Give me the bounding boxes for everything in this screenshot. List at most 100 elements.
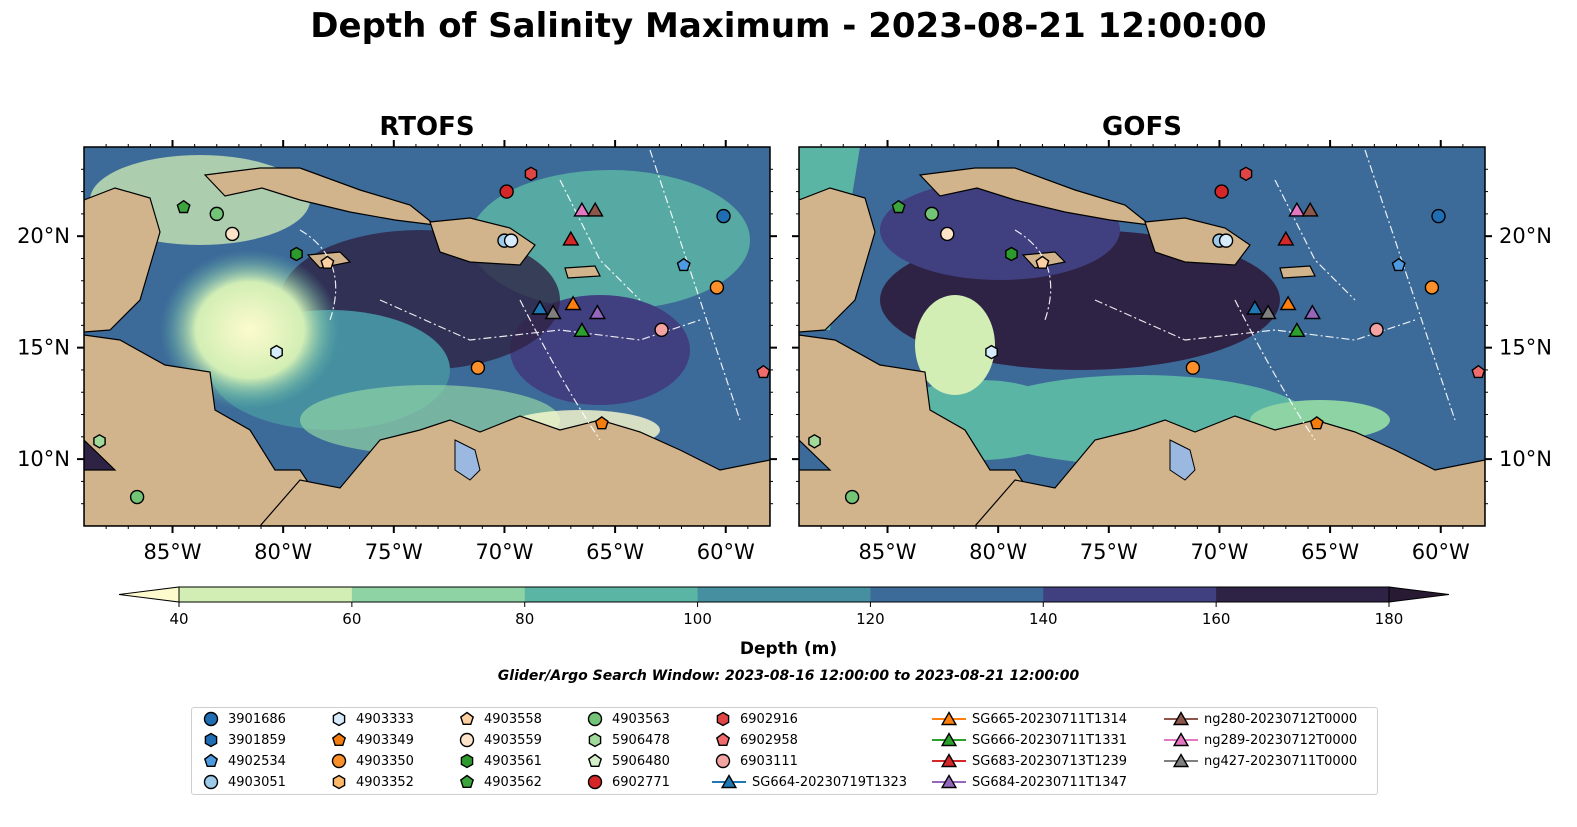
float-marker-hexagon	[290, 246, 303, 262]
legend-label: 3901859	[228, 732, 286, 748]
legend-marker-hexagon	[332, 711, 346, 727]
lon-tick-label: 75°W	[365, 540, 423, 564]
panel-title-gofs: GOFS	[1102, 112, 1182, 142]
legend-label: ng280-20230712T0000	[1204, 711, 1358, 727]
float-marker-triangle	[588, 304, 607, 320]
legend-marker-triangle	[940, 774, 958, 789]
legend-marker-triangle	[940, 732, 958, 747]
float-marker-circle	[1185, 360, 1201, 375]
legend-item: ng280-20230712T0000	[1164, 709, 1357, 729]
float-marker-triangle	[573, 322, 591, 337]
float-marker-circle	[716, 208, 731, 224]
float-marker-circle	[129, 489, 145, 505]
colorbar-tick-label: 140	[1029, 610, 1058, 628]
legend-item: 6903111	[712, 751, 798, 771]
legend-item: 4903562	[456, 772, 542, 792]
colorbar-segment	[524, 587, 699, 602]
legend-label: 6902771	[612, 774, 670, 790]
legend-marker-hexagon	[588, 732, 602, 748]
legend-item: 4903051	[200, 772, 286, 792]
legend-item: 3901686	[200, 709, 286, 729]
legend-marker-hexagon	[460, 753, 474, 769]
legend-item: 4903558	[456, 709, 542, 729]
float-marker-triangle	[1288, 322, 1306, 337]
legend-marker-triangle	[940, 753, 958, 768]
legend-item: 6902916	[712, 709, 798, 729]
legend-item: ng289-20230712T0000	[1164, 730, 1357, 750]
float-marker-pentagon	[1309, 416, 1324, 430]
float-marker-triangle	[1303, 304, 1322, 320]
legend-item: 4903333	[328, 709, 414, 729]
float-marker-hexagon	[1005, 246, 1018, 262]
float-marker-circle	[709, 280, 725, 295]
float-marker-circle	[924, 206, 939, 222]
legend-marker-circle	[331, 753, 347, 769]
float-marker-circle	[654, 322, 669, 338]
lat-tick-label: 10°N	[1499, 447, 1552, 471]
float-marker-circle	[1431, 208, 1446, 224]
colorbar-segment	[870, 587, 1044, 602]
legend-item: 4903563	[584, 709, 670, 729]
colorbar-segment	[179, 587, 353, 602]
legend-marker-circle	[587, 774, 603, 790]
legend-marker-circle	[459, 732, 475, 748]
lon-tick-label: 65°W	[586, 540, 644, 564]
panel-title-rtofs: RTOFS	[379, 112, 475, 142]
lat-tick-label: 20°N	[1499, 224, 1552, 248]
float-marker-pentagon	[891, 199, 906, 214]
colorbar-tick-label: 120	[856, 610, 885, 628]
legend-marker-pentagon	[587, 753, 603, 768]
colorbar-tick-label: 80	[515, 610, 534, 628]
lat-tick-label: 10°N	[17, 447, 70, 471]
float-marker-circle	[1214, 184, 1229, 199]
legend-marker-triangle	[1172, 711, 1190, 726]
legend-label: 4903563	[612, 711, 670, 727]
legend-label: 4903350	[356, 753, 414, 769]
legend-marker-pentagon	[459, 774, 475, 789]
float-marker-pentagon	[1471, 364, 1485, 379]
legend-marker-pentagon	[331, 732, 347, 747]
float-marker-circle	[209, 206, 224, 222]
legend-label: SG683-20230713T1239	[972, 753, 1128, 769]
colorbar-tick-label: 40	[169, 610, 188, 628]
float-marker-circle	[499, 184, 514, 199]
legend-marker-triangle	[940, 711, 958, 726]
rtofs-map	[84, 147, 770, 526]
gofs-map	[799, 147, 1485, 526]
colorbar-segment	[1043, 587, 1217, 602]
legend-label: 3901686	[228, 711, 286, 727]
legend-item: 5906480	[584, 751, 670, 771]
colorbar-tick-label: 180	[1375, 610, 1404, 628]
legend-marker-circle	[203, 774, 219, 790]
float-marker-pentagon	[676, 257, 691, 272]
float-marker-circle	[844, 489, 860, 505]
colorbar-label: Depth (m)	[739, 639, 838, 659]
legend-label: 4903559	[484, 732, 542, 748]
float-marker-pentagon	[1391, 257, 1406, 272]
lat-tick-label: 15°N	[17, 336, 70, 360]
legend-item: 6902771	[584, 772, 670, 792]
float-marker-triangle	[531, 299, 549, 315]
legend-label: 4903051	[228, 774, 286, 790]
colorbar-outline	[178, 586, 1390, 603]
float-marker-triangle	[1259, 304, 1277, 320]
legend-label: 6902958	[740, 732, 798, 748]
float-marker-hexagon	[1239, 166, 1253, 182]
legend-item: SG683-20230713T1239	[932, 751, 1127, 771]
legend-marker-triangle	[1172, 753, 1190, 768]
legend-label: SG684-20230711T1347	[972, 774, 1128, 790]
search-window-text: Glider/Argo Search Window: 2023-08-16 12…	[497, 668, 1080, 684]
legend-label: 4903349	[356, 732, 414, 748]
colorbar-tick-label: 160	[1202, 610, 1231, 628]
float-marker-hexagon	[270, 344, 283, 360]
float-marker-pentagon	[320, 255, 335, 269]
legend-item: SG665-20230711T1314	[932, 709, 1127, 729]
legend-marker-hexagon	[332, 774, 346, 790]
float-marker-triangle	[544, 304, 562, 320]
legend-item: SG684-20230711T1347	[932, 772, 1127, 792]
legend-item: 4903559	[456, 730, 542, 750]
legend-item: 4903349	[328, 730, 414, 750]
legend-item: 4902534	[200, 751, 286, 771]
legend-marker-circle	[587, 711, 603, 727]
legend-item: SG664-20230719T1323	[712, 772, 907, 792]
